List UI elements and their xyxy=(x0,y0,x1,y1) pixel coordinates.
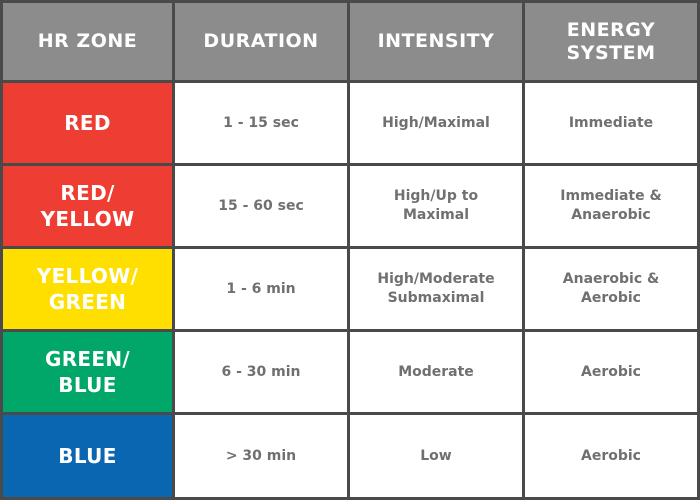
duration-cell: 1 - 6 min xyxy=(175,249,350,332)
zone-cell: BLUE xyxy=(0,415,175,500)
zone-cell: YELLOW/ GREEN xyxy=(0,249,175,332)
energy-system-cell: Anaerobic & Aerobic xyxy=(525,249,700,332)
energy-system-cell: Aerobic xyxy=(525,332,700,415)
header-intensity: INTENSITY xyxy=(350,0,525,83)
zone-cell: GREEN/ BLUE xyxy=(0,332,175,415)
energy-system-cell: Immediate xyxy=(525,83,700,166)
zone-cell: RED xyxy=(0,83,175,166)
duration-cell: 15 - 60 sec xyxy=(175,166,350,249)
zone-cell: RED/ YELLOW xyxy=(0,166,175,249)
intensity-cell: Low xyxy=(350,415,525,500)
duration-cell: 1 - 15 sec xyxy=(175,83,350,166)
intensity-cell: High/Moderate Submaximal xyxy=(350,249,525,332)
duration-cell: > 30 min xyxy=(175,415,350,500)
intensity-cell: Moderate xyxy=(350,332,525,415)
energy-system-cell: Aerobic xyxy=(525,415,700,500)
duration-cell: 6 - 30 min xyxy=(175,332,350,415)
intensity-cell: High/Up to Maximal xyxy=(350,166,525,249)
header-duration: DURATION xyxy=(175,0,350,83)
energy-system-cell: Immediate & Anaerobic xyxy=(525,166,700,249)
intensity-cell: High/Maximal xyxy=(350,83,525,166)
header-hr-zone: HR ZONE xyxy=(0,0,175,83)
header-energy-system: ENERGY SYSTEM xyxy=(525,0,700,83)
